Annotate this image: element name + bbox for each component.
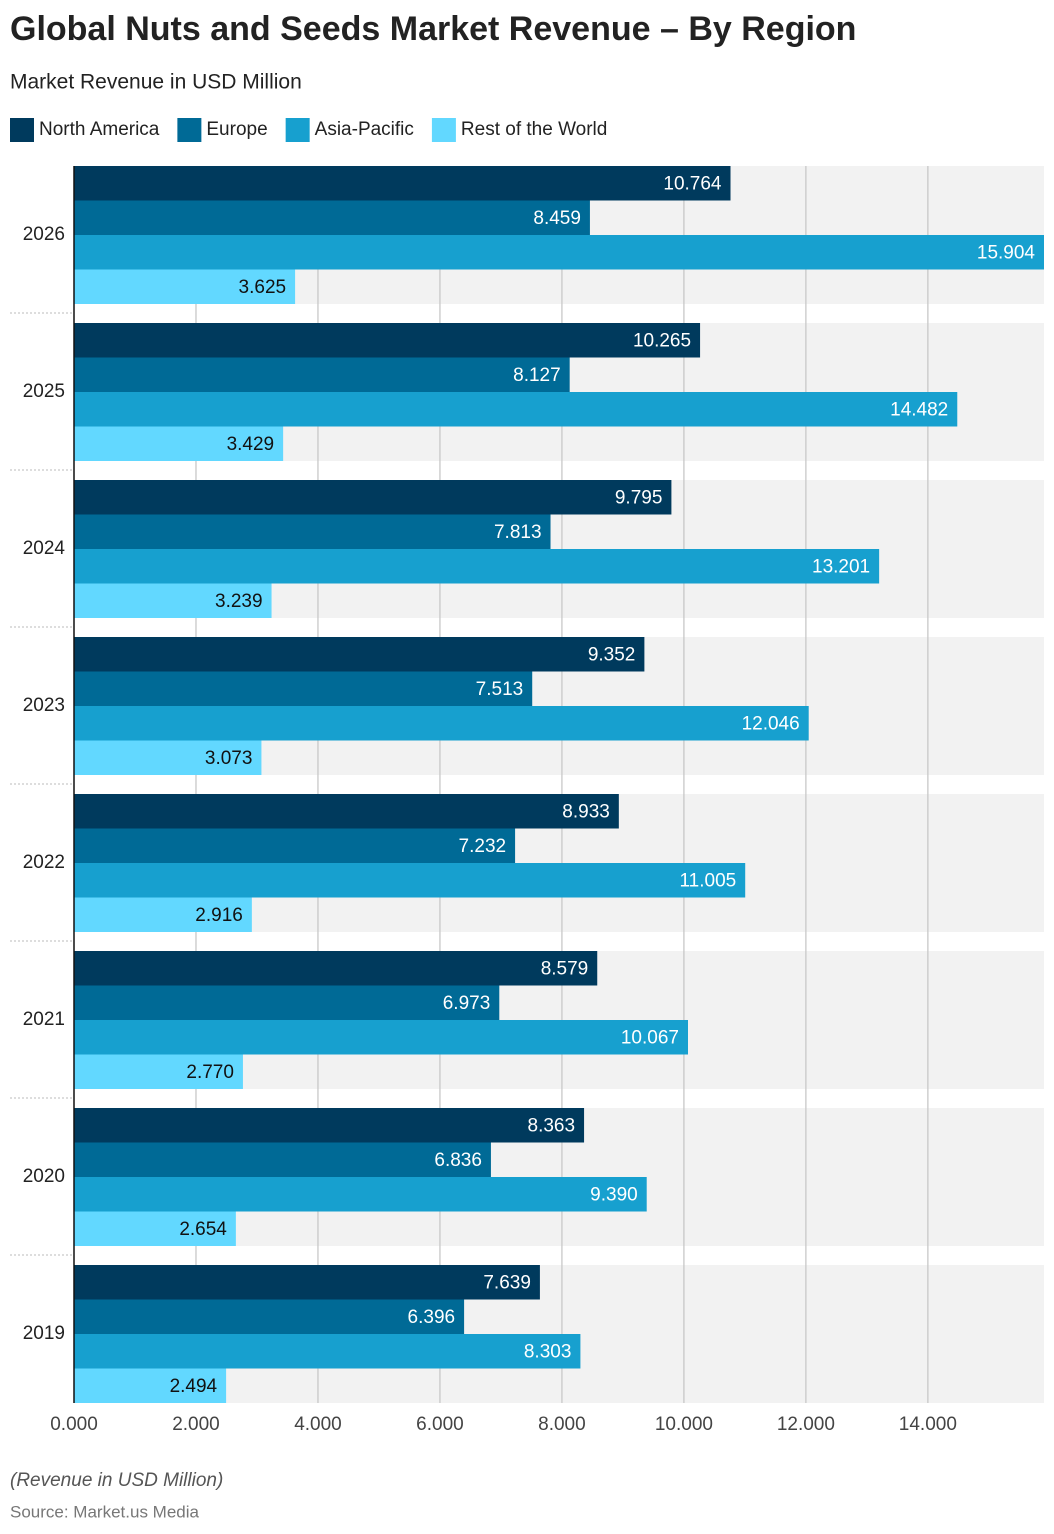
bar bbox=[74, 897, 252, 932]
value-label: 8.363 bbox=[528, 1115, 576, 1136]
x-tick-label: 14.000 bbox=[899, 1414, 957, 1435]
legend-swatch bbox=[177, 118, 202, 142]
value-label: 3.073 bbox=[205, 748, 253, 769]
bar bbox=[74, 1177, 647, 1212]
value-label: 2.770 bbox=[186, 1062, 234, 1083]
bar bbox=[74, 1265, 540, 1300]
bar bbox=[74, 269, 296, 304]
value-label: 15.904 bbox=[977, 242, 1036, 263]
value-label: 7.513 bbox=[476, 679, 524, 700]
value-label: 8.127 bbox=[513, 365, 561, 386]
y-tick-label: 2024 bbox=[23, 538, 66, 559]
value-label: 8.933 bbox=[562, 801, 610, 822]
value-label: 12.046 bbox=[742, 713, 800, 734]
y-tick-label: 2019 bbox=[23, 1323, 65, 1344]
y-tick-label: 2020 bbox=[23, 1166, 65, 1187]
x-tick-label: 8.000 bbox=[538, 1414, 586, 1435]
value-label: 6.973 bbox=[443, 993, 491, 1014]
value-label: 10.265 bbox=[633, 330, 691, 351]
legend-swatch bbox=[285, 118, 310, 142]
bar bbox=[74, 951, 598, 986]
value-label: 14.482 bbox=[890, 399, 948, 420]
value-label: 2.494 bbox=[170, 1376, 218, 1397]
legend-label: Europe bbox=[206, 119, 267, 140]
y-tick-label: 2021 bbox=[23, 1009, 65, 1030]
value-label: 9.352 bbox=[588, 644, 636, 665]
legend-label: Asia-Pacific bbox=[315, 119, 414, 140]
bar bbox=[74, 166, 731, 201]
bar bbox=[74, 1108, 585, 1143]
x-tick-label: 10.000 bbox=[655, 1414, 713, 1435]
source: Source: Market.us Media bbox=[10, 1502, 200, 1521]
chart-subtitle: Market Revenue in USD Million bbox=[10, 71, 302, 94]
bar bbox=[74, 1211, 236, 1246]
x-tick-label: 6.000 bbox=[416, 1414, 464, 1435]
legend-label: North America bbox=[39, 119, 160, 140]
y-tick-label: 2026 bbox=[23, 224, 65, 245]
legend-swatch bbox=[10, 118, 34, 142]
y-tick-label: 2023 bbox=[23, 695, 65, 716]
bar bbox=[74, 1299, 465, 1334]
value-label: 6.836 bbox=[434, 1150, 482, 1171]
value-label: 2.916 bbox=[195, 905, 243, 926]
value-label: 7.813 bbox=[494, 522, 542, 543]
value-label: 3.429 bbox=[227, 434, 275, 455]
legend-swatch bbox=[431, 118, 456, 142]
bar bbox=[74, 1020, 688, 1055]
x-tick-label: 12.000 bbox=[777, 1414, 835, 1435]
bar bbox=[74, 985, 500, 1020]
bar bbox=[74, 426, 284, 461]
bar bbox=[74, 480, 672, 515]
value-label: 3.625 bbox=[239, 277, 287, 298]
value-label: 3.239 bbox=[215, 591, 263, 612]
bar bbox=[74, 1054, 243, 1089]
legend-label: Rest of the World bbox=[461, 119, 607, 140]
value-label: 8.303 bbox=[524, 1341, 572, 1362]
value-label: 13.201 bbox=[812, 556, 870, 577]
value-label: 10.067 bbox=[621, 1027, 679, 1048]
bar bbox=[74, 863, 746, 898]
bar bbox=[74, 200, 590, 235]
x-tick-label: 2.000 bbox=[172, 1414, 220, 1435]
chart-title: Global Nuts and Seeds Market Revenue – B… bbox=[10, 10, 856, 48]
bar bbox=[74, 392, 958, 427]
value-label: 10.764 bbox=[663, 173, 722, 194]
x-tick-label: 4.000 bbox=[294, 1414, 342, 1435]
bar bbox=[74, 828, 516, 863]
bar bbox=[74, 514, 551, 549]
bar bbox=[74, 323, 701, 358]
value-label: 7.639 bbox=[483, 1272, 531, 1293]
bar bbox=[74, 235, 1044, 270]
bar bbox=[74, 1368, 227, 1403]
bar bbox=[74, 740, 262, 775]
value-label: 9.390 bbox=[590, 1184, 638, 1205]
bar bbox=[74, 706, 809, 741]
value-label: 2.654 bbox=[179, 1219, 227, 1240]
value-label: 9.795 bbox=[615, 487, 663, 508]
value-label: 8.579 bbox=[541, 958, 589, 979]
bar bbox=[74, 637, 645, 672]
y-tick-label: 2025 bbox=[23, 381, 65, 402]
bar bbox=[74, 357, 570, 392]
value-label: 7.232 bbox=[459, 836, 507, 857]
bar bbox=[74, 583, 272, 618]
value-label: 8.459 bbox=[533, 208, 581, 229]
bar bbox=[74, 671, 533, 706]
x-tick-label: 0.000 bbox=[50, 1414, 98, 1435]
value-label: 6.396 bbox=[408, 1307, 456, 1328]
bar bbox=[74, 1142, 491, 1177]
bar bbox=[74, 1334, 581, 1369]
y-tick-label: 2022 bbox=[23, 852, 65, 873]
note: (Revenue in USD Million) bbox=[10, 1470, 223, 1491]
value-label: 11.005 bbox=[680, 870, 737, 891]
bar bbox=[74, 549, 880, 584]
bar bbox=[74, 794, 619, 829]
